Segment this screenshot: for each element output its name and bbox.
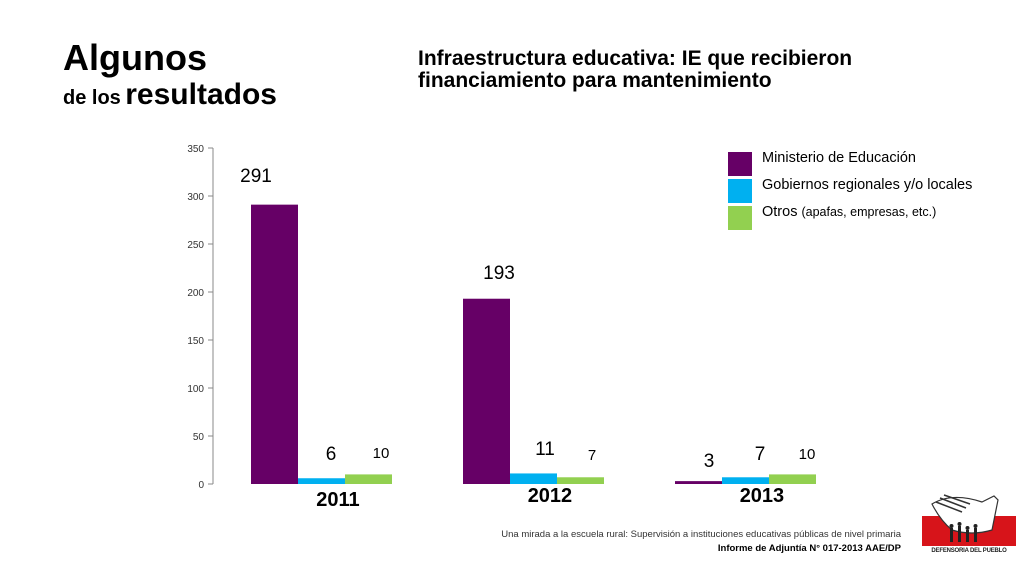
defensoria-logo-icon — [922, 494, 1016, 546]
data-label: 3 — [704, 451, 715, 472]
bar-2013-1 — [722, 477, 769, 484]
data-label: 10 — [373, 445, 390, 462]
x-category-label: 2011 — [316, 489, 359, 511]
data-label: 7 — [755, 444, 766, 465]
data-label: 291 — [240, 166, 272, 187]
legend-label: Gobiernos regionales y/o locales — [762, 177, 973, 193]
slide-title-small: de los — [63, 87, 121, 109]
data-label: 10 — [799, 446, 816, 463]
legend-swatch — [728, 179, 752, 203]
data-label: 193 — [483, 263, 515, 284]
bar-2011-1 — [298, 478, 345, 484]
y-tick-label: 100 — [187, 384, 204, 395]
chart-title: Infraestructura educativa: IE que recibi… — [418, 47, 853, 92]
y-tick-label: 350 — [187, 144, 204, 155]
bar-2013-2 — [769, 474, 816, 484]
chart-legend: Ministerio de Educación Gobiernos region… — [728, 150, 988, 231]
y-tick-label: 150 — [187, 336, 204, 347]
slide-title-line2: de los resultados — [63, 80, 277, 110]
slide-title-line1: Algunos — [63, 37, 207, 78]
bar-2013-0 — [675, 481, 722, 484]
y-tick-label: 50 — [193, 432, 205, 443]
x-category-label: 2013 — [740, 485, 785, 507]
legend-item-gobiernos: Gobiernos regionales y/o locales — [728, 177, 988, 203]
bar-2011-2 — [345, 474, 392, 484]
bar-2011-0 — [251, 204, 298, 484]
bar-2012-2 — [557, 477, 604, 484]
footer: Una mirada a la escuela rural: Supervisi… — [501, 528, 901, 556]
data-label: 6 — [326, 444, 337, 465]
slide-title-large: resultados — [125, 78, 277, 111]
y-tick-label: 300 — [187, 192, 204, 203]
legend-label-note: (apafas, empresas, etc.) — [801, 205, 937, 219]
legend-swatch — [728, 206, 752, 230]
bar-2012-0 — [463, 298, 510, 484]
bar-2012-1 — [510, 473, 557, 484]
legend-item-ministerio: Ministerio de Educación — [728, 150, 988, 176]
logo-text: DEFENSORIA DEL PUEBLO — [931, 548, 1007, 554]
y-tick-label: 250 — [187, 240, 204, 251]
y-tick-label: 200 — [187, 288, 204, 299]
slide-title: Algunos de los resultados — [63, 40, 277, 110]
y-tick-label: 0 — [198, 480, 204, 491]
footer-report: Informe de Adjuntía N° 017-2013 AAE/DP — [717, 543, 901, 554]
legend-label: Ministerio de Educación — [762, 150, 916, 166]
legend-label: Otros — [762, 204, 798, 220]
footer-source: Una mirada a la escuela rural: Supervisi… — [501, 529, 901, 540]
data-label: 7 — [588, 447, 596, 464]
legend-item-otros: Otros (apafas, empresas, etc.) — [728, 204, 988, 230]
data-label: 11 — [535, 439, 555, 460]
legend-swatch — [728, 152, 752, 176]
x-category-label: 2012 — [528, 485, 573, 507]
